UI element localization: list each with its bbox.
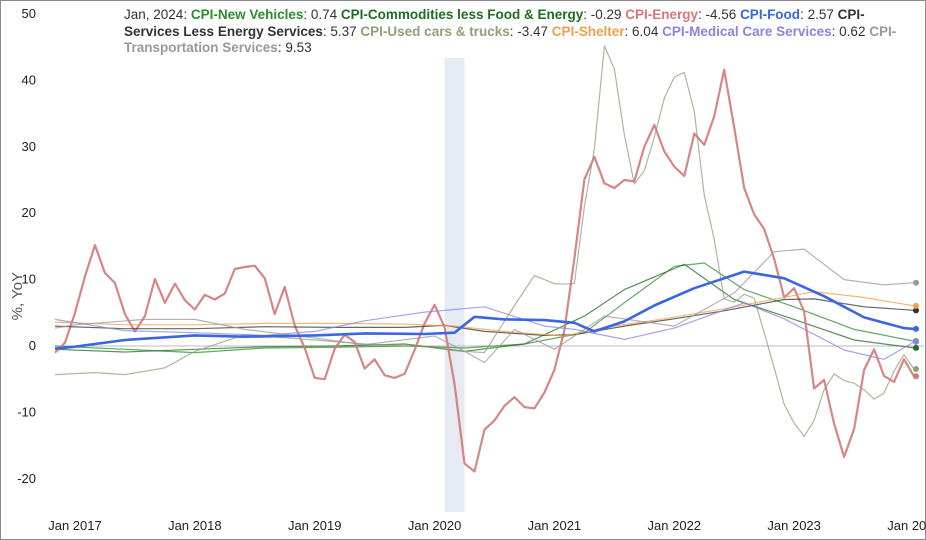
legend-entry-cpi-new-vehicles: CPI-New Vehicles: 0.74 [191, 7, 341, 22]
series-line-cpi-transportation-services [54, 248, 915, 364]
end-dot-cpi-commodities-less-food-energy [913, 344, 920, 351]
legend-entry-cpi-energy: CPI-Energy: -4.56 [625, 7, 740, 22]
series-line-cpi-medical-care-services [54, 302, 915, 360]
series-end-markers [913, 279, 920, 380]
legend-entry-cpi-services-less-energy-services: CPI-Services Less Energy Services: 5.37 [124, 7, 865, 39]
x-tick-label: Jan 2023 [767, 518, 821, 533]
legend-series-name: CPI-Used cars & trucks [360, 23, 510, 39]
y-axis-label: %, YoY [9, 272, 26, 320]
series-line-cpi-energy [54, 68, 915, 473]
x-tick-label: Jan 2020 [408, 518, 462, 533]
y-tick-label: -20 [17, 471, 36, 486]
legend-series-name: CPI-Shelter [551, 23, 625, 39]
legend-entry-cpi-medical-care-services: CPI-Medical Care Services: 0.62 [662, 24, 869, 39]
legend-series-value: : 9.53 [277, 40, 312, 55]
axes: -20 -10 0 10 20 30 40 50 Jan 2017 Jan 2018 Jan 201… [9, 6, 926, 533]
series-line-cpi-services-less-energy-services [54, 298, 915, 336]
chart-legend: Jan, 2024: CPI-New Vehicles: 0.74 CPI-Co… [124, 7, 904, 57]
x-tick-label: Jan 2022 [648, 518, 702, 533]
y-tick-label: 10 [22, 272, 36, 287]
legend-entry-cpi-used-cars-trucks: CPI-Used cars & trucks: -3.47 [360, 24, 551, 39]
y-tick-label: 30 [22, 139, 36, 154]
series-line-cpi-new-vehicles [54, 262, 915, 354]
end-dot-cpi-energy [913, 373, 920, 380]
series-line-cpi-used-cars-trucks [54, 45, 915, 437]
legend-series-value: : 5.37 [322, 23, 361, 39]
end-dot-cpi-used-cars-trucks [913, 366, 920, 373]
legend-entry-cpi-transportation-services: CPI-Transportation Services: 9.53 [124, 24, 896, 56]
legend-series-name: CPI-Food [740, 7, 801, 22]
legend-series-value: : 0.62 [831, 23, 870, 39]
legend-series-value: : 2.57 [800, 7, 838, 22]
legend-series-name: CPI-Commodities less Food & Energy [340, 7, 584, 22]
end-dot-cpi-services-less-energy-services [913, 307, 920, 314]
y-tick-label: 20 [22, 205, 36, 220]
legend-series-name: CPI-Energy [625, 7, 699, 22]
end-dot-cpi-food [913, 325, 920, 332]
chart-background [55, 58, 924, 512]
series-line-cpi-food [54, 270, 915, 350]
end-dot-cpi-medical-care-services [913, 338, 920, 345]
y-tick-label: 0 [29, 338, 36, 353]
legend-series-name: CPI-Transportation Services [124, 23, 897, 56]
y-tick-label: 50 [22, 6, 36, 21]
legend-series-value: : 6.04 [624, 23, 663, 39]
end-dot-cpi-shelter [913, 302, 920, 309]
legend-date-separator: : [183, 7, 191, 22]
series-line-cpi-commodities-less-food-energy [54, 263, 915, 353]
legend-entry-cpi-commodities-less-food-energy: CPI-Commodities less Food & Energy: -0.2… [341, 7, 625, 22]
legend-entry-cpi-food: CPI-Food: 2.57 [740, 7, 838, 22]
legend-series-value: : -0.29 [583, 7, 626, 22]
y-tick-label: 40 [22, 72, 36, 87]
y-tick-label: -10 [17, 404, 36, 419]
legend-series-name: CPI-Services Less Energy Services [124, 7, 865, 39]
series-lines [54, 45, 915, 473]
x-tick-label: Jan 2024 [887, 518, 926, 533]
end-dot-cpi-transportation-services [913, 279, 920, 286]
x-tick-label: Jan 2019 [288, 518, 342, 533]
legend-entries: CPI-New Vehicles: 0.74 CPI-Commodities l… [124, 7, 896, 55]
x-tick-label: Jan 2018 [168, 518, 222, 533]
legend-series-value: : -3.47 [509, 23, 552, 39]
x-tick-label: Jan 2021 [528, 518, 582, 533]
x-tick-label: Jan 2017 [48, 518, 102, 533]
legend-series-value: : 0.74 [303, 7, 341, 22]
legend-entry-cpi-shelter: CPI-Shelter: 6.04 [552, 24, 662, 39]
legend-date: Jan, 2024 [124, 7, 184, 22]
legend-series-name: CPI-Medical Care Services [662, 23, 832, 39]
shaded-period [444, 58, 465, 512]
legend-series-value: : -4.56 [698, 7, 741, 22]
legend-series-name: CPI-New Vehicles [190, 7, 304, 22]
